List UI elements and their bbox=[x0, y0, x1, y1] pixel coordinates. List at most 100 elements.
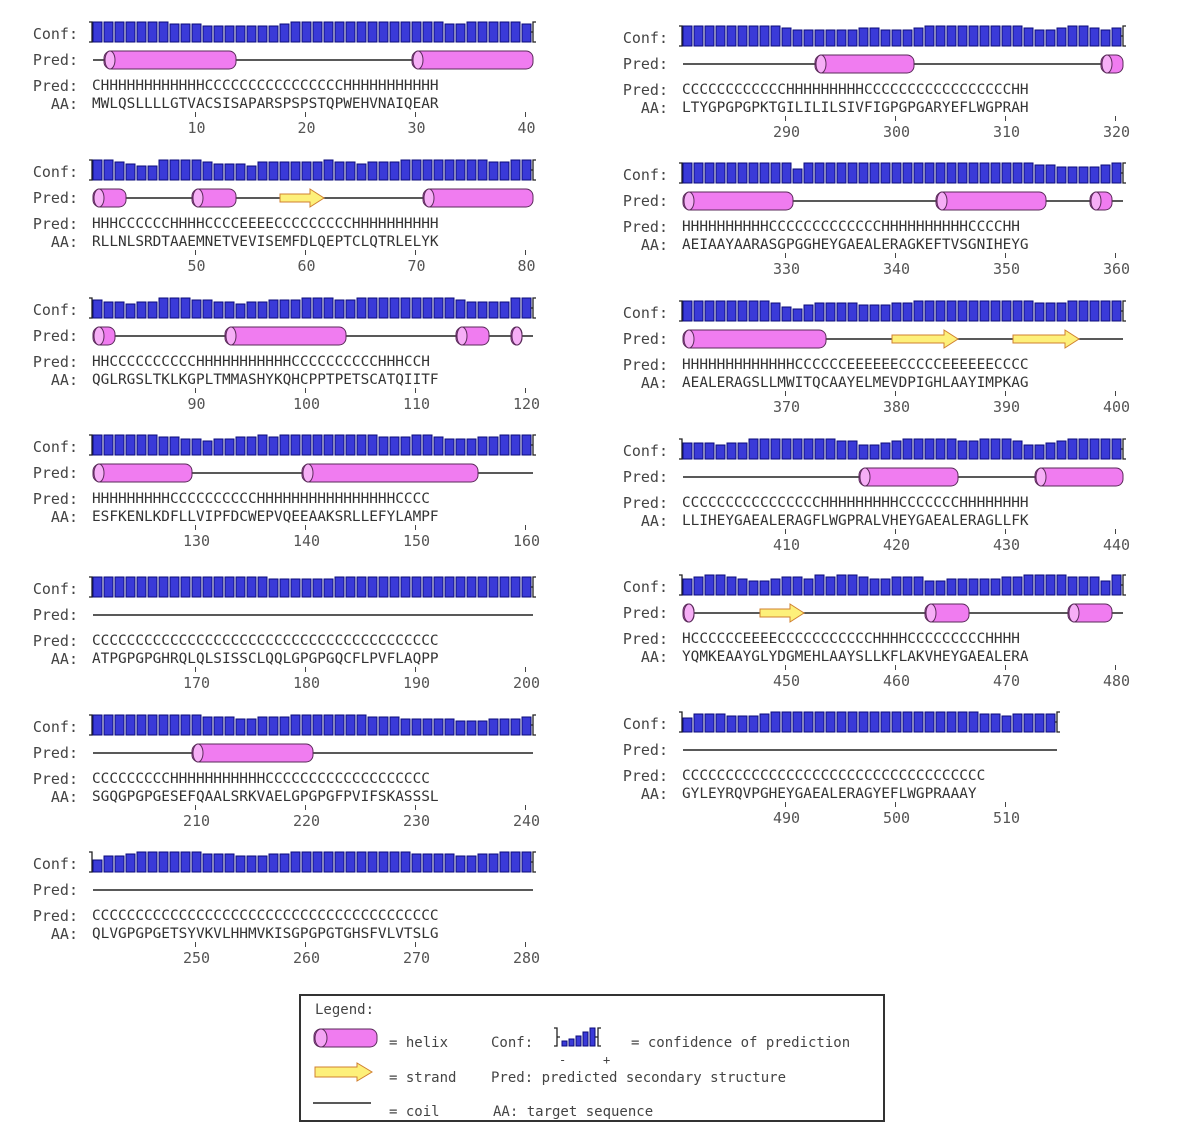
prediction-block: Conf: Pred: Pred: AA: CCCCCCCCCCCCHHHHHHHHHC… bbox=[590, 24, 1150, 159]
confidence-bar bbox=[748, 580, 759, 596]
tick-label: 460 bbox=[882, 672, 911, 690]
confidence-bar bbox=[323, 159, 334, 181]
confidence-bar bbox=[224, 301, 235, 319]
confidence-bar bbox=[1078, 25, 1089, 47]
confidence-bar bbox=[1034, 302, 1045, 322]
confidence-bar bbox=[356, 714, 367, 736]
confidence-bar bbox=[715, 25, 726, 47]
confidence-bar bbox=[1012, 576, 1023, 596]
confidence-bar bbox=[726, 300, 737, 322]
conf-row-label: Conf: bbox=[622, 166, 668, 184]
confidence-bar bbox=[1034, 164, 1045, 184]
confidence-bar bbox=[979, 713, 990, 733]
confidence-bar bbox=[521, 716, 532, 736]
tick-label: 60 bbox=[297, 257, 316, 275]
confidence-bar bbox=[726, 25, 737, 47]
confidence-bar bbox=[158, 851, 169, 873]
tick-mark bbox=[414, 667, 416, 672]
confidence-bar bbox=[1111, 27, 1122, 47]
confidence-bar bbox=[704, 442, 715, 460]
confidence-bar bbox=[979, 578, 990, 596]
strand-arrow bbox=[279, 188, 325, 208]
prediction-block: Conf: Pred: Pred: AA: CCCCCCCCCHHHHHHHHHHHCC… bbox=[0, 713, 560, 848]
conf-row-label: Conf: bbox=[32, 301, 78, 319]
confidence-bar bbox=[191, 851, 202, 873]
confidence-bar bbox=[1034, 713, 1045, 733]
confidence-bar bbox=[814, 574, 825, 596]
confidence-bar bbox=[323, 21, 334, 43]
confidence-bar bbox=[169, 159, 180, 181]
confidence-bar bbox=[147, 851, 158, 873]
tick-label: 420 bbox=[882, 536, 911, 554]
confidence-bar bbox=[411, 159, 422, 181]
confidence-bar bbox=[147, 434, 158, 456]
confidence-bar bbox=[990, 25, 1001, 47]
aa-sequence: QGLRGSLTKLKGPLTMMASHYKQHCPPTPETSCATQIITF bbox=[92, 372, 439, 388]
confidence-bar bbox=[869, 27, 880, 47]
confidence-bar bbox=[246, 718, 257, 736]
confidence-bar bbox=[825, 711, 836, 733]
confidence-bar bbox=[477, 301, 488, 319]
confidence-bracket-right bbox=[1121, 300, 1126, 322]
pred-row-label: Pred: bbox=[622, 192, 668, 210]
confidence-bar bbox=[334, 21, 345, 43]
aa-sequence: AEIAAYAARASGPGGHEYGAEALERAGKEFTVSGNIHEYG bbox=[682, 237, 1029, 253]
pred-sequence: CCCCCCCCCHHHHHHHHHHHCCCCCCCCCCCCCCCCCCC bbox=[92, 771, 430, 787]
confidence-bar bbox=[726, 715, 737, 733]
aa-sequence: ESFKENLKDFLLVIPFDCWEPVQEEAAKSRLLEFYLAMPF bbox=[92, 509, 439, 525]
aa-row-label: AA: bbox=[640, 99, 668, 117]
tick-mark bbox=[194, 525, 196, 530]
confidence-bar bbox=[136, 21, 147, 43]
tick-label: 70 bbox=[407, 257, 426, 275]
confidence-bar bbox=[990, 162, 1001, 184]
confidence-bar bbox=[389, 436, 400, 456]
confidence-bar bbox=[1001, 715, 1012, 733]
confidence-bar bbox=[682, 25, 693, 47]
pred-sequence: CCCCCCCCCCCCHHHHHHHHHCCCCCCCCCCCCCCCCCHH bbox=[682, 82, 1029, 98]
confidence-bar bbox=[759, 300, 770, 322]
structure-track bbox=[92, 188, 534, 208]
confidence-bar bbox=[1078, 166, 1089, 184]
tick-mark bbox=[894, 665, 896, 670]
confidence-track bbox=[679, 162, 1126, 184]
confidence-bar bbox=[268, 436, 279, 456]
helix-cylinder bbox=[455, 326, 490, 346]
legend-helix-text: = helix bbox=[389, 1035, 449, 1051]
structure-track bbox=[93, 889, 533, 891]
confidence-bar bbox=[880, 711, 891, 733]
tick-label: 210 bbox=[182, 812, 211, 830]
confidence-bar bbox=[759, 438, 770, 460]
confidence-bar bbox=[1067, 300, 1078, 322]
confidence-bar bbox=[693, 300, 704, 322]
confidence-bar bbox=[968, 25, 979, 47]
confidence-bar bbox=[147, 165, 158, 181]
confidence-bar bbox=[92, 859, 103, 873]
tick-mark bbox=[784, 391, 786, 396]
confidence-bar bbox=[935, 711, 946, 733]
confidence-bar bbox=[433, 297, 444, 319]
structure-track bbox=[93, 614, 533, 616]
confidence-bracket-right bbox=[531, 159, 536, 181]
legend-coil-icon bbox=[313, 1102, 371, 1104]
confidence-bar bbox=[880, 442, 891, 460]
tick-mark bbox=[894, 802, 896, 807]
tick-mark bbox=[414, 805, 416, 810]
confidence-bar bbox=[957, 162, 968, 184]
confidence-bar bbox=[1056, 302, 1067, 322]
tick-label: 510 bbox=[992, 809, 1021, 827]
confidence-bar bbox=[301, 851, 312, 873]
confidence-bar bbox=[180, 438, 191, 456]
conf-row-label: Conf: bbox=[32, 580, 78, 598]
tick-label: 360 bbox=[1102, 260, 1131, 278]
confidence-track bbox=[89, 434, 536, 456]
confidence-bar bbox=[257, 301, 268, 319]
confidence-bar bbox=[136, 576, 147, 598]
confidence-bar bbox=[1067, 25, 1078, 47]
confidence-bar bbox=[411, 853, 422, 873]
confidence-bar bbox=[257, 855, 268, 873]
confidence-bar bbox=[158, 159, 169, 181]
confidence-bar bbox=[1089, 300, 1100, 322]
confidence-bar bbox=[477, 576, 488, 598]
confidence-bar bbox=[682, 717, 693, 733]
tick-mark bbox=[524, 250, 526, 255]
